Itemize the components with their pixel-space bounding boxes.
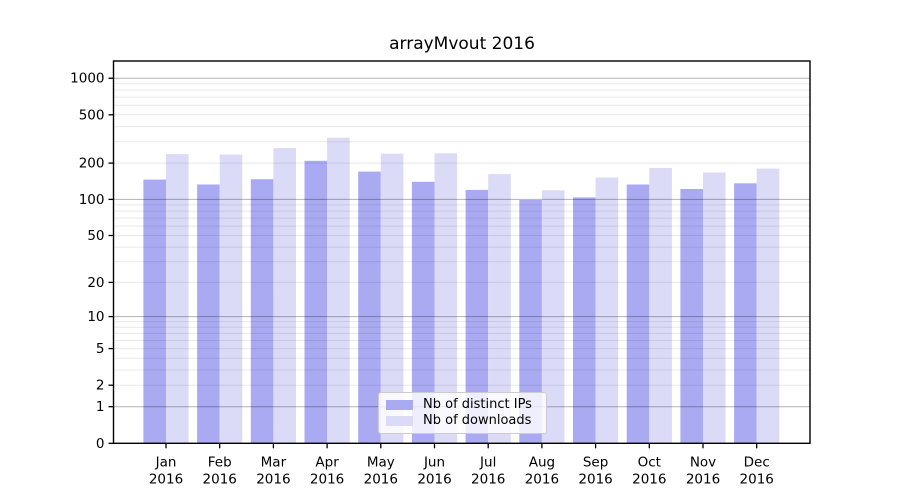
x-tick-label-year: 2016 (525, 471, 559, 487)
y-tick-label: 500 (79, 107, 105, 123)
bar-aug-series0 (519, 200, 542, 444)
x-tick-label-month: Jul (479, 454, 496, 470)
bar-nov-series1 (703, 172, 726, 444)
bar-dec-series0 (734, 183, 757, 444)
x-tick-label-month: Sep (583, 454, 608, 470)
x-tick-label-month: Oct (638, 454, 661, 470)
bar-jul-series0 (465, 189, 489, 444)
x-tick-label-month: Mar (261, 454, 287, 470)
bar-may-series1 (380, 153, 404, 444)
y-tick-label: 0 (96, 436, 105, 452)
x-tick-label-year: 2016 (632, 471, 666, 487)
x-tick-label-year: 2016 (203, 471, 237, 487)
bar-apr-series0 (304, 160, 328, 444)
x-tick-label-month: May (367, 454, 395, 470)
bar-jan-series0 (143, 179, 166, 444)
x-tick-label-year: 2016 (471, 471, 505, 487)
bars-layer (143, 137, 780, 444)
bar-sep-series1 (595, 177, 619, 444)
x-tick-label-year: 2016 (149, 471, 183, 487)
legend-item-distinct-ips: Nb of distinct IPs (386, 397, 539, 413)
bar-feb-series1 (219, 154, 243, 444)
x-tick-label-month: Dec (744, 454, 770, 470)
y-tick-label: 1 (96, 399, 105, 415)
legend-label-downloads: Nb of downloads (423, 413, 532, 428)
x-tick-label-month: Aug (529, 454, 555, 470)
bar-sep-series0 (573, 197, 596, 444)
x-tick-label-month: Nov (690, 454, 716, 470)
bar-oct-series0 (626, 184, 650, 444)
legend-swatch-distinct-ips (386, 400, 413, 410)
x-tick-label-month: Jan (155, 454, 177, 470)
bar-jun-series1 (434, 153, 458, 444)
x-tick-label-year: 2016 (686, 471, 720, 487)
x-tick-label-year: 2016 (740, 471, 774, 487)
x-tick-label-month: Feb (208, 454, 232, 470)
bar-mar-series0 (250, 179, 274, 444)
bar-jul-series1 (488, 174, 511, 444)
bar-feb-series0 (197, 184, 220, 444)
y-tick-label: 1000 (70, 71, 104, 87)
legend-item-downloads: Nb of downloads (386, 413, 539, 429)
y-tick-label: 100 (79, 192, 105, 208)
x-tick-label-month: Jun (423, 454, 445, 470)
plot-border (112, 60, 811, 444)
bar-dec-series1 (756, 168, 780, 444)
bar-may-series0 (358, 171, 381, 444)
legend-swatch-downloads (386, 416, 413, 426)
y-tick-label: 2 (96, 378, 105, 394)
y-tick-label: 20 (87, 275, 104, 291)
gridlines-layer (113, 77, 810, 408)
x-tick-label-year: 2016 (417, 471, 451, 487)
bar-aug-series1 (541, 190, 565, 444)
tick-labels-layer: 01251020501002005001000Jan2016Feb2016Mar… (70, 71, 774, 488)
legend: Nb of distinct IPs Nb of downloads (378, 392, 547, 434)
bar-jan-series1 (166, 154, 189, 444)
legend-label-distinct-ips: Nb of distinct IPs (423, 397, 532, 412)
bar-apr-series1 (327, 137, 350, 444)
x-tick-label-year: 2016 (578, 471, 612, 487)
chart-title: arrayMvout 2016 (389, 34, 535, 54)
bar-nov-series0 (680, 189, 703, 444)
x-tick-label-year: 2016 (256, 471, 290, 487)
y-tick-label: 10 (87, 309, 104, 325)
x-tick-label-year: 2016 (310, 471, 344, 487)
bar-mar-series1 (273, 148, 296, 444)
y-tick-label: 5 (96, 341, 105, 357)
x-tick-label-month: Apr (315, 454, 339, 470)
bar-oct-series1 (649, 168, 672, 444)
axes-layer (108, 60, 811, 449)
x-tick-label-year: 2016 (364, 471, 398, 487)
bar-jun-series0 (411, 181, 435, 444)
y-tick-label: 50 (87, 228, 104, 244)
y-tick-label: 200 (79, 156, 105, 172)
